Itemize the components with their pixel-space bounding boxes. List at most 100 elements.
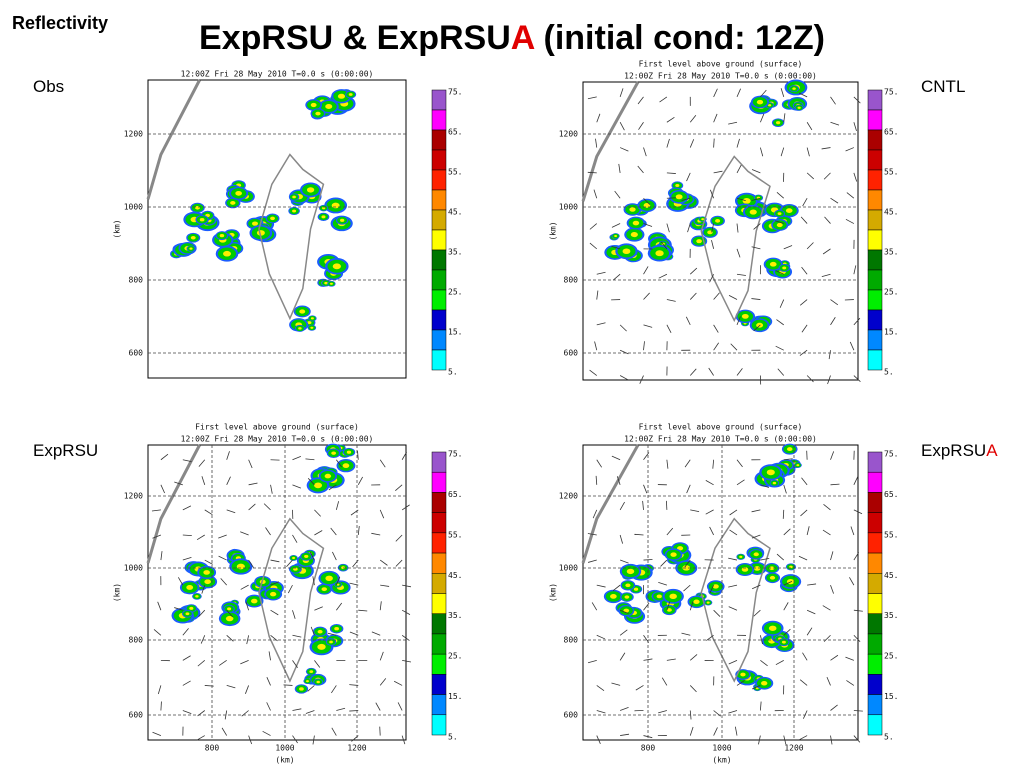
wind-barb: [853, 509, 863, 515]
wind-barb: [643, 452, 650, 460]
wind-barb: [157, 601, 162, 611]
wind-barb: [283, 684, 293, 686]
wind-barb: [643, 658, 653, 661]
echo: [629, 207, 636, 212]
wind-barb: [853, 552, 860, 561]
wind-barb: [292, 660, 298, 668]
wind-barb: [801, 477, 808, 486]
wind-barb: [638, 122, 644, 130]
wind-barb: [402, 659, 412, 663]
wind-barb: [619, 501, 625, 511]
wind-barb: [685, 316, 691, 326]
wind-barb: [270, 559, 280, 563]
wind-barb: [846, 192, 855, 199]
echo: [776, 222, 783, 228]
wind-barb: [157, 685, 162, 695]
echo: [236, 563, 245, 570]
wind-barb: [643, 324, 653, 328]
wind-barb: [401, 735, 406, 745]
wind-barb: [589, 369, 597, 376]
wind-barb: [379, 509, 385, 519]
label-part: A: [986, 441, 998, 460]
wind-barb: [596, 584, 606, 588]
echo: [624, 595, 630, 599]
echo: [625, 583, 631, 588]
echo: [325, 575, 333, 581]
echo: [314, 482, 323, 489]
echo: [317, 629, 323, 634]
colorbar-swatch: [867, 613, 883, 635]
wind-barb: [711, 240, 715, 249]
wind-barb: [226, 685, 236, 689]
wind-barb: [266, 702, 271, 711]
echo: [199, 218, 205, 222]
colorbar-swatch: [867, 329, 883, 351]
wind-barb: [845, 147, 855, 152]
colorbar-label: 55.: [884, 530, 898, 539]
wind-barb: [661, 677, 668, 686]
wind-barb: [801, 266, 808, 275]
label-part: ExpRSU: [921, 441, 986, 460]
wind-barb: [349, 631, 359, 636]
wind-barb: [357, 450, 359, 460]
wind-barb: [182, 655, 191, 661]
echo: [796, 464, 800, 467]
plot-heading: First level above ground (surface): [195, 423, 359, 432]
echo: [195, 595, 199, 598]
wind-barb: [198, 609, 206, 618]
x-tick-label: 1000: [275, 744, 294, 753]
echo: [270, 591, 277, 597]
echo: [630, 232, 638, 238]
wind-barb: [689, 368, 697, 376]
wind-barb: [666, 324, 672, 334]
echo: [670, 552, 677, 557]
wind-barb: [780, 88, 785, 98]
wind-barb: [690, 509, 700, 513]
wind-barb: [611, 455, 621, 461]
wind-barb: [182, 710, 192, 714]
echo: [331, 451, 337, 455]
wind-barb: [620, 733, 630, 736]
wind-barb: [151, 509, 161, 512]
echo: [230, 201, 236, 205]
label-part: CNTL: [921, 77, 965, 96]
y-tick-label: 1200: [559, 130, 578, 139]
colorbar-swatch: [867, 309, 883, 331]
wind-barb: [779, 299, 785, 308]
wind-barb: [736, 248, 741, 258]
wind-barb: [728, 557, 738, 561]
wind-barb: [248, 735, 253, 745]
wind-barb: [753, 223, 761, 230]
wind-barb: [658, 710, 667, 714]
wind-barb: [270, 484, 273, 494]
wind-barb: [336, 459, 343, 468]
wind-barb: [637, 96, 644, 105]
echo: [761, 681, 768, 686]
wind-barb: [619, 534, 623, 544]
echo: [309, 670, 314, 673]
wind-barb: [379, 651, 384, 661]
wind-barb: [824, 216, 831, 224]
plot-heading: First level above ground (surface): [639, 60, 803, 69]
wind-barb: [589, 223, 598, 230]
colorbar-label: 55.: [884, 168, 898, 177]
echo: [626, 568, 635, 575]
echo: [706, 601, 710, 604]
title-part: A: [511, 19, 535, 57]
colorbar-swatch: [867, 149, 883, 171]
wind-barb: [751, 509, 761, 513]
wind-barb: [713, 727, 718, 736]
wind-barb: [853, 609, 863, 612]
wind-barb: [845, 218, 855, 224]
colorbar-label: 5.: [448, 733, 458, 742]
colorbar-swatch: [431, 329, 447, 351]
colorbar-swatch: [867, 189, 883, 211]
colorbar-label: 15.: [448, 328, 462, 337]
echo: [739, 555, 743, 558]
wind-barb: [307, 478, 315, 486]
echo: [306, 680, 309, 683]
colorbar-label: 25.: [884, 288, 898, 297]
wind-barb: [712, 459, 715, 469]
echo: [194, 205, 201, 210]
map-panel: ExpRSUA First level above ground (surface…: [549, 423, 999, 765]
